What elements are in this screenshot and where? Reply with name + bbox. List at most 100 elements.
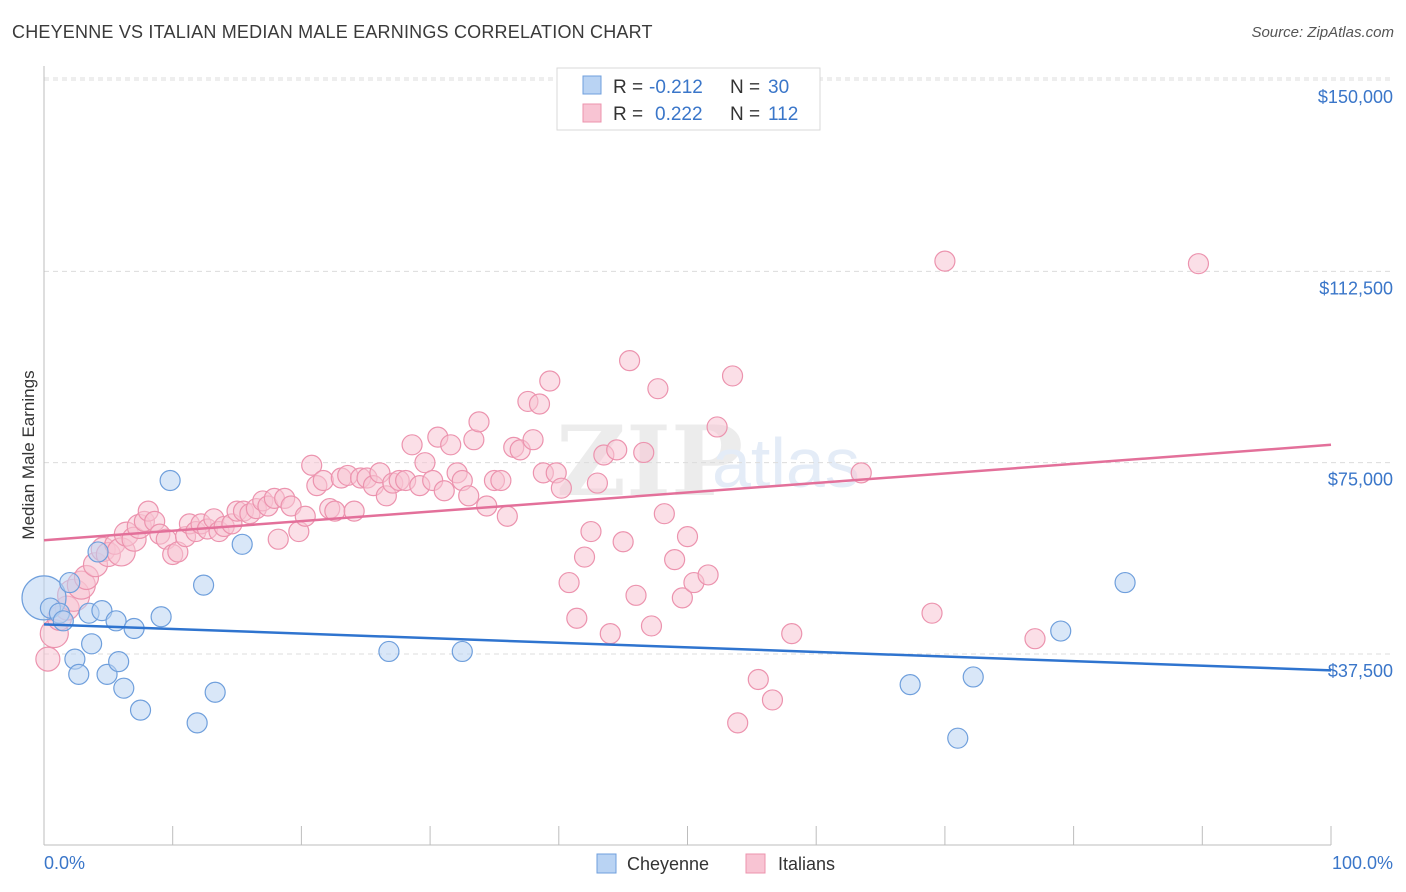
italians-point-92: [612, 531, 634, 553]
italians-point-107: [747, 668, 769, 691]
axes: [43, 66, 1332, 846]
italians-point-0: [35, 646, 61, 672]
italians-point-93: [618, 350, 641, 372]
italians-point-96: [640, 615, 663, 637]
italians-point-112: [934, 250, 956, 272]
legend-r-label-1: R =: [613, 77, 643, 98]
bottom-legend-swatch-italians: [745, 853, 766, 874]
legend-r-label-2: R =: [613, 104, 643, 125]
cheyenne-point-6: [68, 663, 90, 686]
cheyenne-point-21: [204, 681, 226, 703]
italians-point-78: [522, 429, 544, 451]
italians-point-65: [440, 434, 462, 456]
cheyenne-point-22: [231, 533, 253, 555]
x-tick-label-0: 0.0%: [44, 853, 85, 873]
italians-point-103: [697, 564, 719, 586]
bottom-legend-italians: Italians: [778, 854, 835, 874]
italians-point-100: [671, 587, 693, 609]
italians-point-104: [706, 416, 728, 438]
y-tick-label-2: $112,500: [1319, 278, 1393, 298]
italians-point-91: [606, 439, 628, 461]
italians-trend-line: [43, 443, 1332, 542]
legend-n-label-2: N =: [730, 104, 760, 125]
italians-point-74: [496, 505, 518, 527]
italians-point-86: [573, 546, 596, 568]
italians-point-68: [458, 485, 480, 507]
italians-point-61: [414, 452, 436, 474]
italians-point-64: [433, 480, 455, 502]
italians-point-73: [490, 469, 512, 492]
y-tick-label-1: $75,000: [1328, 470, 1393, 490]
italians-point-105: [721, 365, 744, 387]
cheyenne-point-4: [59, 571, 81, 594]
y-tick-label-0: $37,500: [1328, 661, 1393, 681]
cheyenne-trend-line: [43, 623, 1332, 672]
italians-point-101: [676, 526, 699, 548]
cheyenne-point-24: [451, 640, 473, 663]
legend-n-value-2: 112: [768, 104, 798, 125]
series-legend: Cheyenne Italians: [596, 853, 835, 874]
cheyenne-point-9: [87, 541, 109, 563]
italians-point-111: [921, 602, 943, 624]
cheyenne-point-20: [192, 574, 215, 596]
italians-point-87: [580, 520, 602, 543]
italians-point-81: [539, 370, 561, 392]
italians-point-109: [781, 622, 803, 645]
legend-r-value-2: 0.222: [655, 104, 703, 125]
italians-point-69: [463, 429, 485, 451]
italians-point-106: [727, 712, 749, 734]
italians-point-90: [599, 622, 621, 645]
cheyenne-point-23: [378, 640, 400, 663]
italians-point-97: [647, 378, 669, 400]
cheyenne-point-19: [186, 712, 208, 734]
italians-point-85: [566, 607, 588, 629]
italians-point-84: [558, 571, 580, 594]
italians-point-98: [653, 503, 675, 525]
cheyenne-point-26: [947, 727, 969, 749]
italians-point-42: [294, 505, 316, 527]
italians-point-45: [312, 469, 334, 492]
italians-point-43: [301, 454, 323, 476]
cheyenne-point-27: [962, 666, 984, 688]
italians-point-114: [1187, 253, 1210, 275]
y-axis-title: Median Male Earnings: [19, 370, 38, 539]
cheyenne-point-13: [108, 651, 130, 673]
italians-point-99: [664, 549, 686, 571]
cheyenne-point-28: [1050, 620, 1072, 642]
italians-points: [35, 250, 1210, 734]
tick-labels: $37,500 $75,000 $112,500 $150,000 0.0% 100.0%: [44, 87, 1393, 873]
trend-lines: [43, 443, 1332, 672]
cheyenne-point-17: [150, 606, 172, 628]
legend-n-value-1: 30: [768, 77, 789, 98]
italians-point-79: [528, 393, 551, 415]
correlation-legend: R = -0.212 N = 30 R = 0.222 N = 112: [556, 67, 821, 131]
italians-point-88: [586, 472, 609, 494]
grid-lines: [44, 77, 1394, 655]
cheyenne-point-25: [899, 674, 921, 696]
bottom-legend-cheyenne: Cheyenne: [627, 854, 709, 874]
bottom-legend-swatch-cheyenne: [596, 853, 617, 874]
legend-n-label-1: N =: [730, 77, 760, 98]
cheyenne-point-8: [81, 633, 103, 655]
cheyenne-point-3: [52, 610, 74, 632]
chart-title: CHEYENNE VS ITALIAN MEDIAN MALE EARNINGS…: [12, 22, 653, 42]
cheyenne-point-14: [113, 677, 135, 699]
cheyenne-point-18: [159, 469, 181, 492]
x-tick-label-1: 100.0%: [1332, 853, 1393, 873]
y-tick-label-3: $150,000: [1318, 87, 1393, 107]
italians-point-83: [550, 477, 572, 499]
italians-point-38: [267, 528, 289, 550]
cheyenne-points: [21, 469, 1136, 749]
italians-point-94: [625, 584, 647, 606]
cheyenne-point-16: [129, 699, 152, 721]
legend-swatch-cheyenne: [582, 75, 602, 95]
source-label: Source: ZipAtlas.com: [1251, 24, 1394, 41]
italians-point-113: [1024, 628, 1046, 650]
italians-point-110: [850, 462, 872, 484]
italians-point-59: [401, 434, 423, 456]
cheyenne-point-29: [1114, 571, 1136, 594]
legend-swatch-italians: [582, 103, 602, 123]
italians-point-95: [633, 441, 655, 464]
legend-r-value-1: -0.212: [649, 77, 703, 98]
